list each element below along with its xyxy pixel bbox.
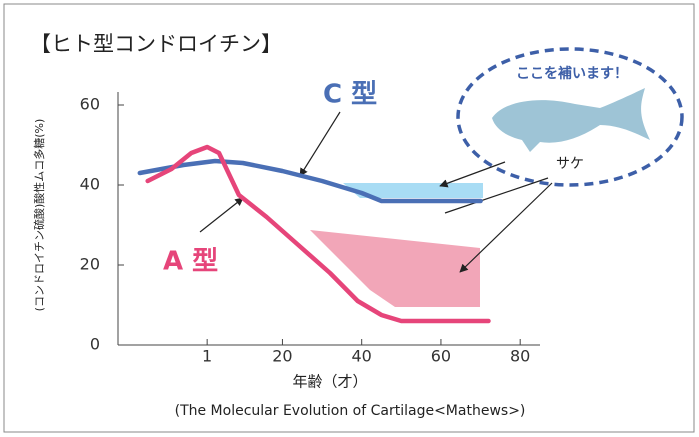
series-label: A 型 xyxy=(163,247,218,277)
source: (The Molecular Evolution of Cartilage<Ma… xyxy=(175,403,526,419)
salmon-label: サケ xyxy=(556,156,584,172)
x-tick-label: 60 xyxy=(431,347,451,366)
y-tick-label: 40 xyxy=(80,175,100,194)
y-tick-label: 20 xyxy=(80,255,100,274)
series-label: C 型 xyxy=(323,80,377,110)
x-tick-label: 80 xyxy=(510,347,530,366)
y-tick-label: 60 xyxy=(80,95,100,114)
chart-title: 【ヒト型コンドロイチン】 xyxy=(30,32,282,56)
callout-text: ここを補います！ xyxy=(516,65,628,82)
chart: 【ヒト型コンドロイチン】 (コンドロイチン硫酸)酸性ムコ多糖(%) 年齢（才） … xyxy=(0,0,699,437)
y-axis-label: (コンドロイチン硫酸)酸性ムコ多糖(%) xyxy=(32,119,46,312)
x-tick-label: 40 xyxy=(352,347,372,366)
x-axis-label: 年齢（才） xyxy=(292,373,367,391)
x-tick-label: 1 xyxy=(202,347,212,366)
x-tick-label: 20 xyxy=(272,347,292,366)
y-tick-label: 0 xyxy=(90,335,100,354)
